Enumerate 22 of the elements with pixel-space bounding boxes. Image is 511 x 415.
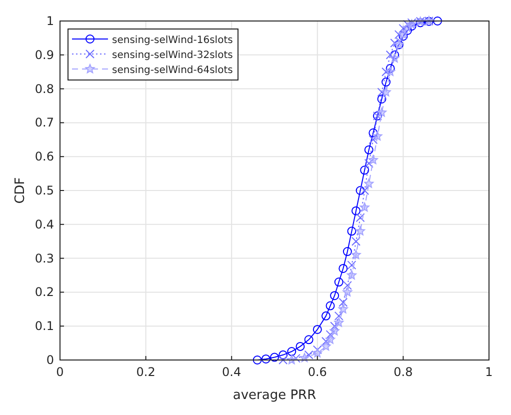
y-tick-label: 0.2 [34, 285, 54, 300]
x-tick-label: 0 [56, 365, 64, 379]
x-tick-label: 1 [485, 365, 493, 379]
x-tick-label: 0.2 [136, 365, 156, 379]
legend-label: sensing-selWind-64slots [112, 65, 233, 76]
y-tick-label: 0.9 [34, 48, 54, 62]
y-tick-label: 0.6 [34, 150, 54, 164]
y-tick-label: 0.1 [34, 319, 54, 334]
y-tick-label: 0.4 [34, 217, 54, 232]
x-axis-title: average PRR [232, 388, 316, 403]
x-tick-label: 0.8 [394, 365, 413, 379]
legend-label: sensing-selWind-32slots [112, 50, 233, 61]
y-tick-label: 0.5 [34, 184, 54, 198]
y-tick-label: 0.3 [34, 251, 54, 266]
x-tick-label: 0.4 [222, 365, 242, 379]
x-tick-label: 0.6 [308, 365, 327, 379]
y-tick-label: 0.7 [34, 116, 54, 130]
y-tick-label: 0 [46, 353, 54, 367]
legend-label: sensing-selWind-16slots [112, 35, 233, 46]
y-tick-label: 1 [46, 14, 54, 28]
y-axis-title: CDF [13, 177, 28, 204]
y-tick-label: 0.8 [34, 82, 54, 96]
